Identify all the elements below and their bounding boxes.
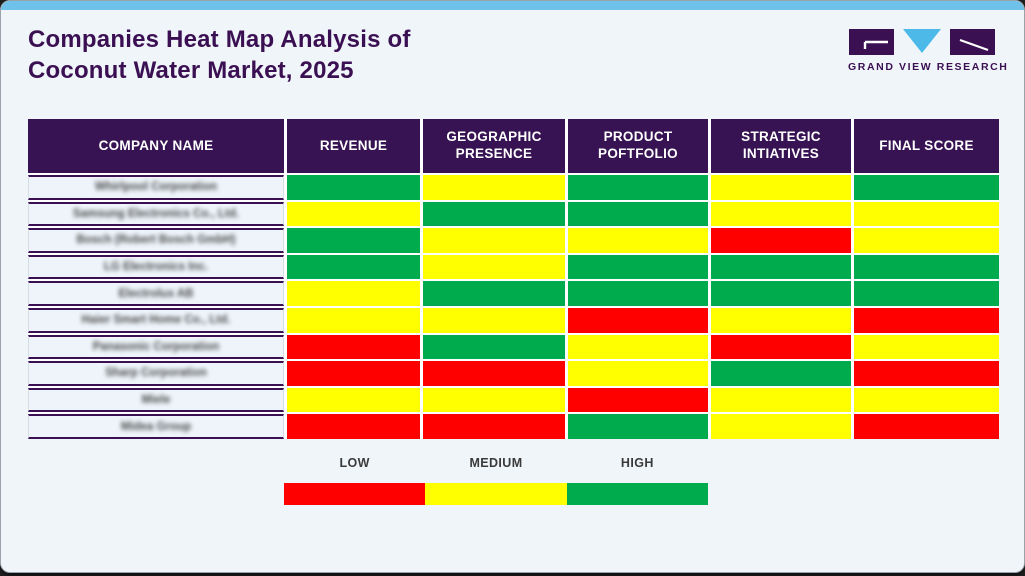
score-cell-high bbox=[568, 254, 708, 280]
score-cell-low bbox=[423, 414, 565, 439]
gvr-logo: GRAND VIEW RESEARCH bbox=[848, 27, 1009, 73]
company-name-cell: Bosch (Robert Bosch GmbH) bbox=[28, 228, 284, 253]
score-cell-medium bbox=[287, 307, 420, 333]
company-name-text: Midea Group bbox=[120, 420, 192, 433]
score-cell-medium bbox=[711, 414, 851, 439]
score-cell-high bbox=[568, 281, 708, 306]
score-cell-medium bbox=[568, 334, 708, 360]
legend-labels: LOW MEDIUM HIGH bbox=[284, 456, 708, 470]
company-name-cell: Whirlpool Corporation bbox=[28, 175, 284, 200]
company-name-text: Electrolux AB bbox=[118, 287, 194, 300]
score-cell-high bbox=[711, 254, 851, 280]
score-cell-high bbox=[854, 281, 999, 306]
score-cell-medium bbox=[854, 387, 999, 413]
column-header: COMPANY NAME bbox=[28, 119, 284, 173]
column-header: PRODUCT POFTFOLIO bbox=[568, 119, 708, 173]
score-cell-medium bbox=[711, 201, 851, 227]
score-cell-high bbox=[287, 175, 420, 200]
score-cell-medium bbox=[568, 228, 708, 253]
company-name-cell: LG Electronics Inc. bbox=[28, 254, 284, 280]
score-cell-high bbox=[423, 334, 565, 360]
score-cell-high bbox=[287, 228, 420, 253]
score-cell-medium bbox=[854, 334, 999, 360]
company-name-cell: Samsung Electronics Co., Ltd. bbox=[28, 201, 284, 227]
company-name-text: Sharp Corporation bbox=[105, 367, 207, 380]
score-cell-medium bbox=[423, 307, 565, 333]
score-cell-high bbox=[854, 175, 999, 200]
score-cell-high bbox=[568, 414, 708, 439]
heatmap-legend: LOW MEDIUM HIGH bbox=[284, 456, 708, 505]
score-cell-medium bbox=[854, 228, 999, 253]
gvr-logo-text: GRAND VIEW RESEARCH bbox=[848, 61, 1009, 73]
company-name-cell: Miele bbox=[28, 387, 284, 413]
company-name-text: Bosch (Robert Bosch GmbH) bbox=[76, 234, 236, 247]
score-cell-low bbox=[568, 307, 708, 333]
score-cell-medium bbox=[423, 175, 565, 200]
score-cell-medium bbox=[711, 307, 851, 333]
company-name-cell: Sharp Corporation bbox=[28, 361, 284, 386]
score-cell-low bbox=[711, 334, 851, 360]
company-name-text: Whirlpool Corporation bbox=[94, 181, 217, 194]
legend-segment-high bbox=[566, 483, 708, 505]
column-header: GEOGRAPHIC PRESENCE bbox=[423, 119, 565, 173]
score-cell-medium bbox=[423, 228, 565, 253]
page-title: Companies Heat Map Analysis of Coconut W… bbox=[28, 26, 411, 84]
score-cell-medium bbox=[711, 175, 851, 200]
column-header: FINAL SCORE bbox=[854, 119, 999, 173]
heatmap-table: COMPANY NAME REVENUE GEOGRAPHIC PRESENCE PR… bbox=[28, 119, 999, 439]
score-cell-high bbox=[854, 254, 999, 280]
score-cell-low bbox=[711, 228, 851, 253]
gvr-logo-mark bbox=[849, 29, 995, 55]
legend-segment-medium bbox=[425, 483, 567, 505]
score-cell-high bbox=[568, 201, 708, 227]
score-cell-high bbox=[423, 201, 565, 227]
score-cell-high bbox=[568, 175, 708, 200]
company-name-text: Miele bbox=[141, 394, 171, 407]
legend-label-low: LOW bbox=[339, 456, 370, 470]
score-cell-low bbox=[854, 307, 999, 333]
company-name-text: Panasonic Corporation bbox=[92, 340, 220, 353]
legend-bar bbox=[284, 483, 708, 505]
company-name-text: Haier Smart Home Co., Ltd. bbox=[81, 314, 231, 327]
score-cell-high bbox=[287, 254, 420, 280]
column-header: REVENUE bbox=[287, 119, 420, 173]
score-cell-low bbox=[854, 361, 999, 386]
score-cell-medium bbox=[568, 361, 708, 386]
score-cell-high bbox=[423, 281, 565, 306]
column-header: STRATEGIC INTIATIVES bbox=[711, 119, 851, 173]
logo-r-block bbox=[950, 29, 995, 55]
legend-label-high: HIGH bbox=[620, 456, 654, 470]
score-cell-low bbox=[287, 361, 420, 386]
score-cell-medium bbox=[423, 254, 565, 280]
score-cell-medium bbox=[287, 201, 420, 227]
logo-v-triangle bbox=[903, 29, 941, 53]
company-name-cell: Panasonic Corporation bbox=[28, 334, 284, 360]
score-cell-medium bbox=[711, 387, 851, 413]
score-cell-low bbox=[854, 414, 999, 439]
score-cell-high bbox=[711, 281, 851, 306]
legend-label-medium: MEDIUM bbox=[469, 456, 523, 470]
score-cell-low bbox=[568, 387, 708, 413]
score-cell-low bbox=[287, 334, 420, 360]
company-name-cell: Electrolux AB bbox=[28, 281, 284, 306]
card-top-accent-bar bbox=[1, 1, 1024, 10]
score-cell-low bbox=[423, 361, 565, 386]
legend-segment-low bbox=[284, 483, 426, 505]
score-cell-low bbox=[287, 414, 420, 439]
score-cell-medium bbox=[287, 281, 420, 306]
score-cell-medium bbox=[423, 387, 565, 413]
company-name-cell: Haier Smart Home Co., Ltd. bbox=[28, 307, 284, 333]
company-name-cell: Midea Group bbox=[28, 414, 284, 439]
company-name-text: LG Electronics Inc. bbox=[103, 261, 209, 274]
score-cell-medium bbox=[854, 201, 999, 227]
score-cell-medium bbox=[287, 387, 420, 413]
score-cell-high bbox=[711, 361, 851, 386]
company-name-text: Samsung Electronics Co., Ltd. bbox=[72, 207, 240, 220]
